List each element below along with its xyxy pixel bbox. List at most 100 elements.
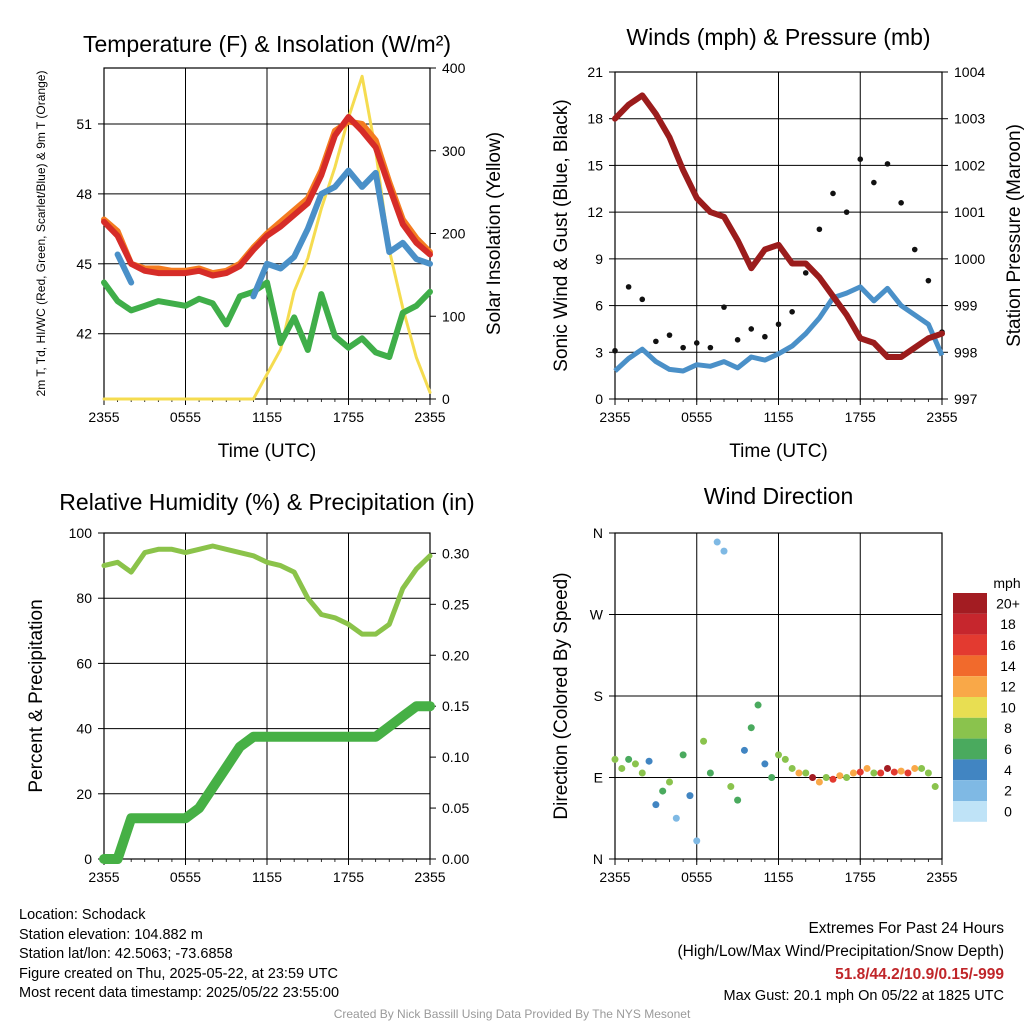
direction-point <box>761 760 769 768</box>
y-tick-label: 12 <box>587 204 603 220</box>
x-tick-label: 1755 <box>333 869 364 885</box>
humidity-line <box>101 543 433 637</box>
y-tick-label: 48 <box>76 186 92 202</box>
direction-point <box>631 760 639 768</box>
colorbar-swatch <box>953 780 987 801</box>
direction-point <box>809 774 817 781</box>
direction-point <box>795 769 803 777</box>
plot-border <box>614 532 943 860</box>
x-tick-label: 1155 <box>763 869 793 885</box>
direction-point <box>679 751 687 759</box>
panel-2-grid <box>98 532 436 865</box>
y-tick-label: E <box>594 770 603 786</box>
precipitation-line <box>99 701 435 864</box>
x-tick-label: 2355 <box>88 869 119 885</box>
y-tick-label: 51 <box>76 116 92 132</box>
y2-tick-label: 200 <box>442 226 466 242</box>
panel-title: Winds (mph) & Pressure (mb) <box>626 24 930 50</box>
direction-point <box>918 764 926 772</box>
y-tick-label: 6 <box>595 298 603 314</box>
y-tick-label: 21 <box>587 64 603 80</box>
y2-axis-label: Station Pressure (Maroon) <box>1004 124 1024 347</box>
x-tick-label: 2355 <box>926 409 957 425</box>
direction-point <box>686 792 694 800</box>
gust-point <box>762 333 768 340</box>
direction-point <box>829 775 837 783</box>
y2-tick-label: 0.30 <box>442 545 469 561</box>
y-tick-label: 0 <box>595 391 603 407</box>
x-tick-label: 1755 <box>333 409 364 425</box>
direction-point <box>904 769 912 777</box>
x-tick-label: 2355 <box>414 409 445 425</box>
x-tick-label: 2355 <box>599 869 630 885</box>
colorbar-label: 14 <box>1000 658 1016 674</box>
extremes-subtitle: (High/Low/Max Wind/Precipitation/Snow De… <box>677 943 1005 960</box>
location-text: Location: Schodack <box>19 907 146 923</box>
temperature-series-line <box>101 114 433 279</box>
direction-point <box>788 764 796 772</box>
y-axis-label: Percent & Precipitation <box>26 599 47 792</box>
colorbar-label: 20+ <box>996 595 1020 611</box>
x-tick-label: 1155 <box>252 409 282 425</box>
temperature-series-line <box>101 279 433 360</box>
direction-point <box>863 764 871 772</box>
direction-point <box>727 783 735 791</box>
direction-point <box>870 769 878 777</box>
direction-point <box>740 746 748 754</box>
y2-tick-label: 0.25 <box>442 596 469 612</box>
gust-point <box>911 246 918 253</box>
x-axis-label: Time (UTC) <box>729 441 828 462</box>
gust-point <box>653 338 659 345</box>
y-axis-label: 2m T, Td, HI/WC (Red, Green, Scarlet/Blu… <box>34 71 48 397</box>
direction-point <box>815 778 823 786</box>
y-tick-label: 0 <box>84 851 92 867</box>
x-tick-label: 2355 <box>926 869 957 885</box>
colorbar-label: 2 <box>1004 783 1012 799</box>
y2-tick-label: 997 <box>954 391 978 407</box>
y2-tick-label: 100 <box>442 308 466 324</box>
gust-point <box>707 344 714 351</box>
colorbar-swatch <box>953 676 987 697</box>
colorbar-label: 16 <box>1000 637 1016 653</box>
gust-point <box>680 344 686 351</box>
station-info: Location: Schodack Station elevation: 10… <box>19 906 339 1004</box>
credit-line: Created By Nick Bassill Using Data Provi… <box>333 1007 691 1021</box>
x-tick-label: 1155 <box>252 869 282 885</box>
x-axis-label: Time (UTC) <box>218 441 317 462</box>
gust-point <box>693 340 700 346</box>
y2-tick-label: 998 <box>954 344 978 360</box>
colorbar-swatch <box>953 717 987 739</box>
y-tick-label: 9 <box>595 251 603 267</box>
y2-axis-label: Solar Insolation (Yellow) <box>484 132 505 335</box>
direction-point <box>659 787 667 795</box>
pressure-line <box>612 92 945 360</box>
direction-point <box>843 774 851 781</box>
direction-point <box>849 769 857 777</box>
y2-tick-label: 0.15 <box>442 698 469 714</box>
direction-point <box>645 757 653 765</box>
gust-point <box>789 309 795 315</box>
latlon-text: Station lat/lon: 42.5063; -73.6858 <box>19 946 233 962</box>
gust-point <box>843 209 850 215</box>
direction-point <box>754 701 762 709</box>
colorbar-label: 18 <box>1000 616 1016 632</box>
gust-point <box>830 190 836 197</box>
x-tick-label: 1755 <box>845 869 876 885</box>
y-tick-label: 3 <box>595 344 603 360</box>
x-tick-label: 0555 <box>681 409 712 425</box>
y2-tick-label: 1002 <box>954 157 985 173</box>
y-tick-label: 15 <box>587 157 603 173</box>
gust-point <box>775 321 782 328</box>
colorbar-swatch <box>953 593 987 614</box>
panel-1-grid <box>609 71 948 405</box>
x-tick-label: 1755 <box>845 409 876 425</box>
y-axis-label: Direction (Colored By Speed) <box>551 572 572 819</box>
colorbar-swatch <box>953 759 987 781</box>
direction-point <box>625 755 633 763</box>
sustained-wind-line <box>613 284 945 374</box>
y-tick-label: 45 <box>76 256 92 272</box>
y-tick-label: N <box>593 525 603 541</box>
direction-point <box>706 769 714 777</box>
gust-point <box>884 161 891 167</box>
x-tick-label: 2355 <box>599 409 630 425</box>
